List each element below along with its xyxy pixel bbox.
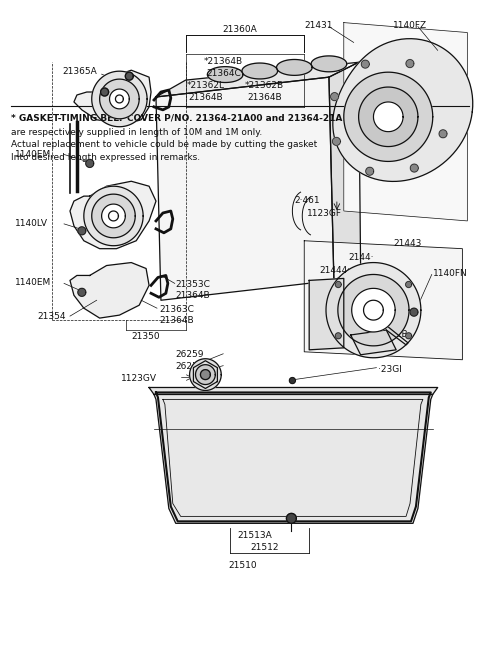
- Polygon shape: [101, 88, 108, 96]
- Text: Into desired length expressed in remarks.: Into desired length expressed in remarks…: [11, 153, 200, 162]
- Polygon shape: [329, 62, 360, 281]
- Text: 21512: 21512: [250, 543, 278, 552]
- Text: 1123GV: 1123GV: [121, 374, 157, 382]
- Text: 21350: 21350: [132, 332, 160, 341]
- Polygon shape: [304, 240, 462, 360]
- Polygon shape: [336, 333, 341, 339]
- Polygon shape: [336, 282, 341, 288]
- Polygon shape: [102, 204, 125, 228]
- Polygon shape: [70, 263, 149, 318]
- Polygon shape: [326, 263, 421, 358]
- Polygon shape: [190, 359, 221, 390]
- Text: 1140FN: 1140FN: [433, 269, 468, 277]
- Polygon shape: [84, 186, 143, 246]
- Polygon shape: [287, 513, 296, 524]
- Polygon shape: [373, 102, 403, 131]
- Text: ·23GI: ·23GI: [378, 365, 402, 374]
- Polygon shape: [406, 282, 411, 288]
- Text: are respectively supplied in length of 10M and 1M only.: are respectively supplied in length of 1…: [11, 127, 262, 137]
- Text: 21353C: 21353C: [176, 281, 211, 290]
- Polygon shape: [331, 93, 338, 101]
- Text: 21364C: 21364C: [206, 69, 241, 78]
- Polygon shape: [352, 288, 395, 332]
- Text: 21364B: 21364B: [159, 316, 193, 325]
- Text: 21363C: 21363C: [159, 306, 194, 314]
- Text: 21364B: 21364B: [189, 93, 223, 102]
- Text: *21364B: *21364B: [204, 57, 242, 66]
- Text: 21510: 21510: [228, 561, 257, 570]
- Polygon shape: [366, 168, 374, 175]
- Polygon shape: [154, 394, 433, 524]
- Polygon shape: [311, 56, 347, 72]
- Polygon shape: [289, 378, 295, 384]
- Polygon shape: [109, 89, 129, 109]
- Text: 1140FZ: 1140FZ: [393, 20, 427, 30]
- Polygon shape: [156, 62, 359, 97]
- Polygon shape: [149, 388, 438, 394]
- Polygon shape: [361, 60, 369, 68]
- Polygon shape: [156, 77, 334, 300]
- Text: *21362B: *21362B: [245, 81, 284, 90]
- Polygon shape: [125, 72, 133, 80]
- Polygon shape: [359, 87, 418, 147]
- Polygon shape: [92, 194, 135, 238]
- Polygon shape: [86, 160, 94, 168]
- Polygon shape: [78, 288, 86, 296]
- Polygon shape: [344, 22, 468, 221]
- Text: 21354: 21354: [37, 312, 66, 321]
- Text: 21360A: 21360A: [222, 24, 257, 34]
- Polygon shape: [333, 39, 473, 181]
- Polygon shape: [333, 137, 340, 145]
- Text: 2144·: 2144·: [349, 253, 374, 261]
- Polygon shape: [309, 279, 344, 350]
- Polygon shape: [344, 72, 433, 162]
- Polygon shape: [74, 70, 151, 124]
- Text: 1140EM: 1140EM: [14, 150, 51, 158]
- Polygon shape: [338, 275, 409, 346]
- Polygon shape: [410, 308, 418, 316]
- Polygon shape: [92, 71, 147, 127]
- Text: Actual replacement to vehicle could be made by cutting the gasket: Actual replacement to vehicle could be m…: [11, 141, 317, 149]
- Text: * GASKET-TIMING BELT COVER P/NO. 21364-21A00 and 21364-21A10: * GASKET-TIMING BELT COVER P/NO. 21364-2…: [11, 114, 354, 123]
- Text: 21364B: 21364B: [247, 93, 282, 102]
- Polygon shape: [406, 60, 414, 68]
- Polygon shape: [406, 333, 411, 339]
- Text: 21364B: 21364B: [176, 291, 210, 300]
- Text: 21444: 21444: [319, 265, 348, 275]
- Text: 1140EM: 1140EM: [14, 279, 51, 287]
- Polygon shape: [351, 330, 396, 355]
- Polygon shape: [78, 227, 86, 235]
- Text: *21362L: *21362L: [187, 81, 225, 90]
- Polygon shape: [410, 164, 418, 172]
- Polygon shape: [207, 66, 243, 83]
- Polygon shape: [100, 79, 139, 119]
- Text: 21431: 21431: [304, 20, 333, 30]
- Polygon shape: [242, 63, 277, 79]
- Polygon shape: [439, 130, 447, 138]
- Text: 1140LV: 1140LV: [14, 219, 48, 228]
- Text: 1123GF: 1123GF: [307, 209, 342, 218]
- Text: 21451B: 21451B: [373, 330, 408, 339]
- Polygon shape: [70, 181, 156, 249]
- Polygon shape: [276, 60, 312, 76]
- Polygon shape: [201, 370, 210, 380]
- Text: 21513A: 21513A: [237, 532, 272, 540]
- Text: 21443: 21443: [393, 238, 421, 248]
- Polygon shape: [195, 365, 216, 384]
- Text: 2·461: 2·461: [294, 196, 320, 205]
- Text: 21365A: 21365A: [62, 67, 97, 76]
- Text: 26259: 26259: [176, 350, 204, 359]
- Text: 26250: 26250: [176, 362, 204, 371]
